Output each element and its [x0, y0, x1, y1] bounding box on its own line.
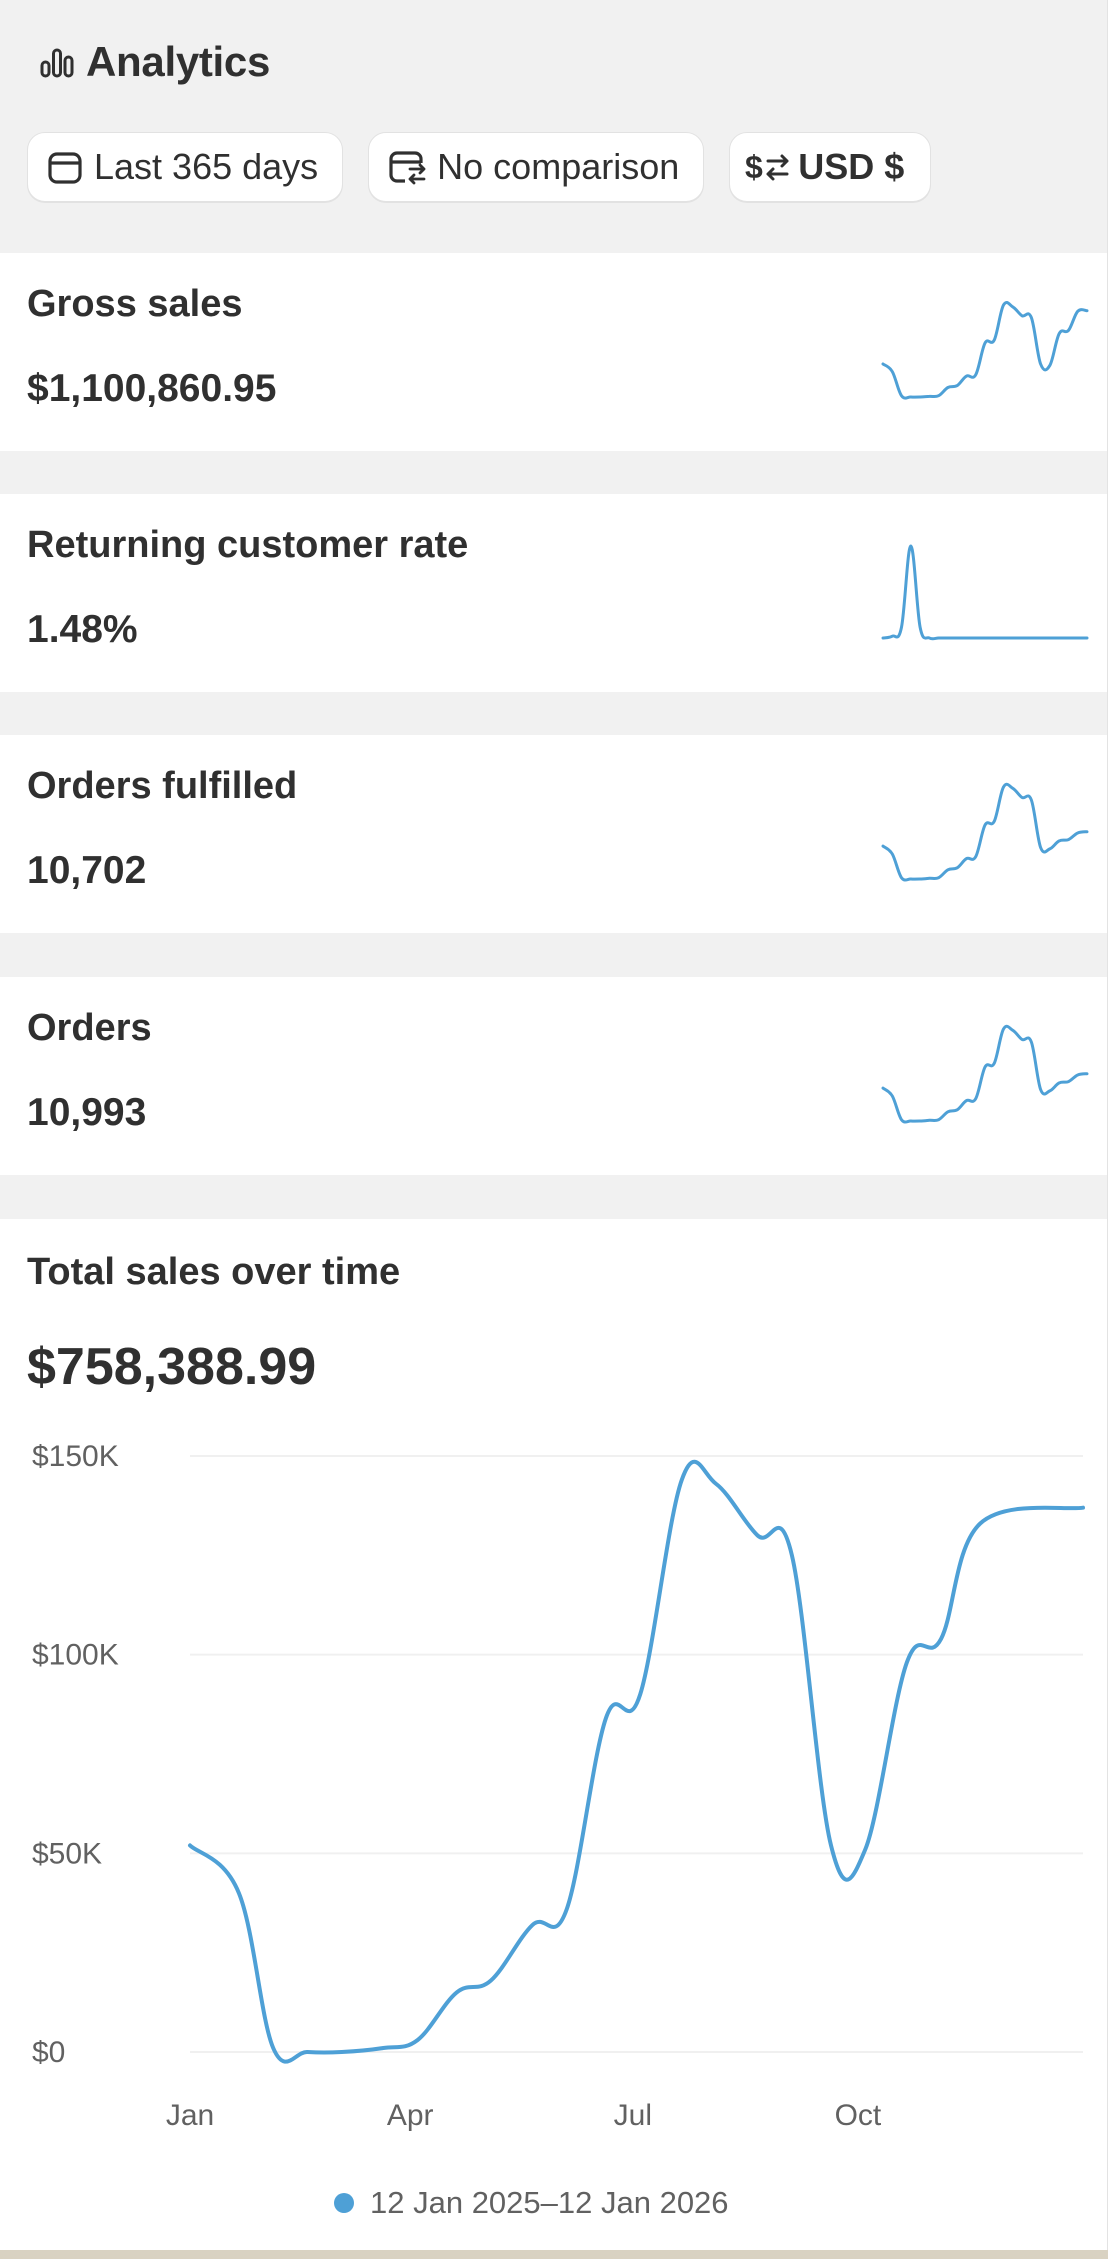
metric-value: 1.48%: [27, 608, 138, 651]
calendar-icon: [48, 152, 82, 184]
sparkline-series: [881, 301, 1089, 400]
metric-card-orders[interactable]: Orders 10,993: [0, 977, 1107, 1175]
sparkline-series: [881, 782, 1089, 882]
comparison-button[interactable]: No comparison: [368, 132, 705, 202]
legend-dot: [334, 2193, 354, 2213]
filter-bar: Last 365 days No comparison $ USD $: [27, 132, 932, 202]
svg-text:$: $: [745, 149, 763, 185]
metric-card-orders-fulfilled[interactable]: Orders fulfilled 10,702: [0, 735, 1107, 933]
metric-value: 10,993: [27, 1091, 147, 1134]
comparison-label: No comparison: [437, 146, 680, 187]
currency-label: USD $: [798, 146, 905, 187]
sales-line-chart: $0 $50K $100K $150K Jan Apr Jul Oct: [32, 1440, 1085, 2132]
x-tick-label: Jan: [166, 2099, 214, 2132]
metric-value: $1,100,860.95: [27, 367, 277, 410]
metric-title: Returning customer rate: [27, 524, 469, 566]
metric-title: Orders: [27, 1007, 152, 1049]
x-tick-label: Apr: [387, 2099, 434, 2132]
page-title: Analytics: [86, 38, 271, 85]
legend-label: 12 Jan 2025–12 Jan 2026: [370, 2185, 729, 2220]
chart-legend[interactable]: 12 Jan 2025–12 Jan 2026: [334, 2185, 729, 2221]
sparkline-chart: [881, 544, 1089, 641]
x-tick-label: Jul: [614, 2099, 652, 2132]
metric-value: 10,702: [27, 849, 147, 892]
chart-total-value: $758,388.99: [27, 1338, 317, 1396]
metric-title: Orders fulfilled: [27, 765, 298, 807]
bottom-edge: [0, 2250, 1108, 2259]
sparkline-chart: [881, 782, 1089, 882]
y-tick-label: $0: [32, 2036, 65, 2069]
y-tick-label: $50K: [32, 1837, 102, 1870]
sparkline-series: [881, 1024, 1089, 1124]
currency-exchange-icon: $: [745, 149, 789, 185]
metric-card-returning-customer-rate[interactable]: Returning customer rate 1.48%: [0, 494, 1107, 692]
metric-title: Gross sales: [27, 283, 243, 325]
currency-button[interactable]: $ USD $: [729, 132, 932, 202]
calendar-compare-icon: [389, 151, 426, 185]
sales-chart-card: $0 $50K $100K $150K Jan Apr Jul Oct Total sales…: [0, 1219, 1107, 2250]
x-tick-label: Oct: [835, 2099, 882, 2132]
sparkline-series: [881, 544, 1089, 641]
page-header: Analytics: [40, 34, 270, 90]
date-range-label: Last 365 days: [94, 146, 319, 187]
date-range-button[interactable]: Last 365 days: [27, 132, 344, 202]
sparkline-chart: [881, 301, 1089, 400]
y-tick-label: $100K: [32, 1639, 119, 1672]
bar-chart-icon: [40, 48, 74, 78]
chart-title: Total sales over time: [27, 1251, 401, 1293]
sales-series-line[interactable]: [188, 1459, 1085, 2064]
y-tick-label: $150K: [32, 1440, 119, 1473]
metric-card-gross-sales[interactable]: Gross sales $1,100,860.95: [0, 253, 1107, 451]
sparkline-chart: [881, 1024, 1089, 1124]
